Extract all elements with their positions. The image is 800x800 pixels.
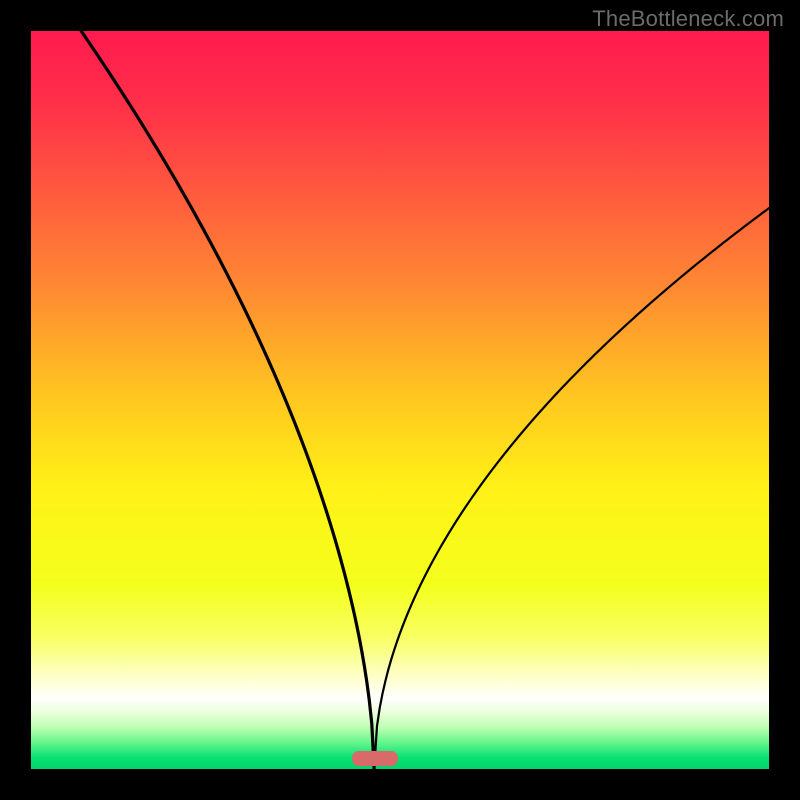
bottleneck-curve bbox=[31, 31, 769, 769]
watermark-text: TheBottleneck.com bbox=[592, 6, 784, 32]
optimal-marker bbox=[352, 751, 398, 766]
curve-right bbox=[374, 208, 769, 769]
plot-area bbox=[31, 31, 769, 769]
curve-left bbox=[81, 31, 374, 769]
